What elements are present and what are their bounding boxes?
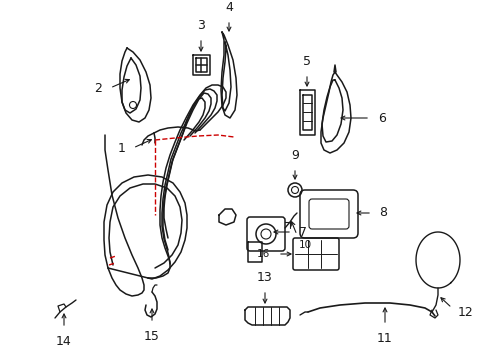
Text: 1: 1 (118, 141, 126, 154)
Text: 4: 4 (224, 1, 232, 14)
Text: 7: 7 (298, 225, 306, 238)
Text: 2: 2 (94, 81, 102, 94)
Text: 5: 5 (303, 55, 310, 68)
Text: 11: 11 (376, 332, 392, 345)
Text: 14: 14 (56, 335, 72, 348)
Text: 6: 6 (377, 112, 385, 125)
Text: 15: 15 (144, 330, 160, 343)
Text: 13: 13 (257, 271, 272, 284)
Text: 3: 3 (197, 19, 204, 32)
Text: 10: 10 (298, 240, 311, 250)
Text: 8: 8 (378, 207, 386, 220)
Text: 12: 12 (457, 306, 473, 319)
Text: 16: 16 (256, 249, 269, 259)
Text: 9: 9 (290, 149, 298, 162)
